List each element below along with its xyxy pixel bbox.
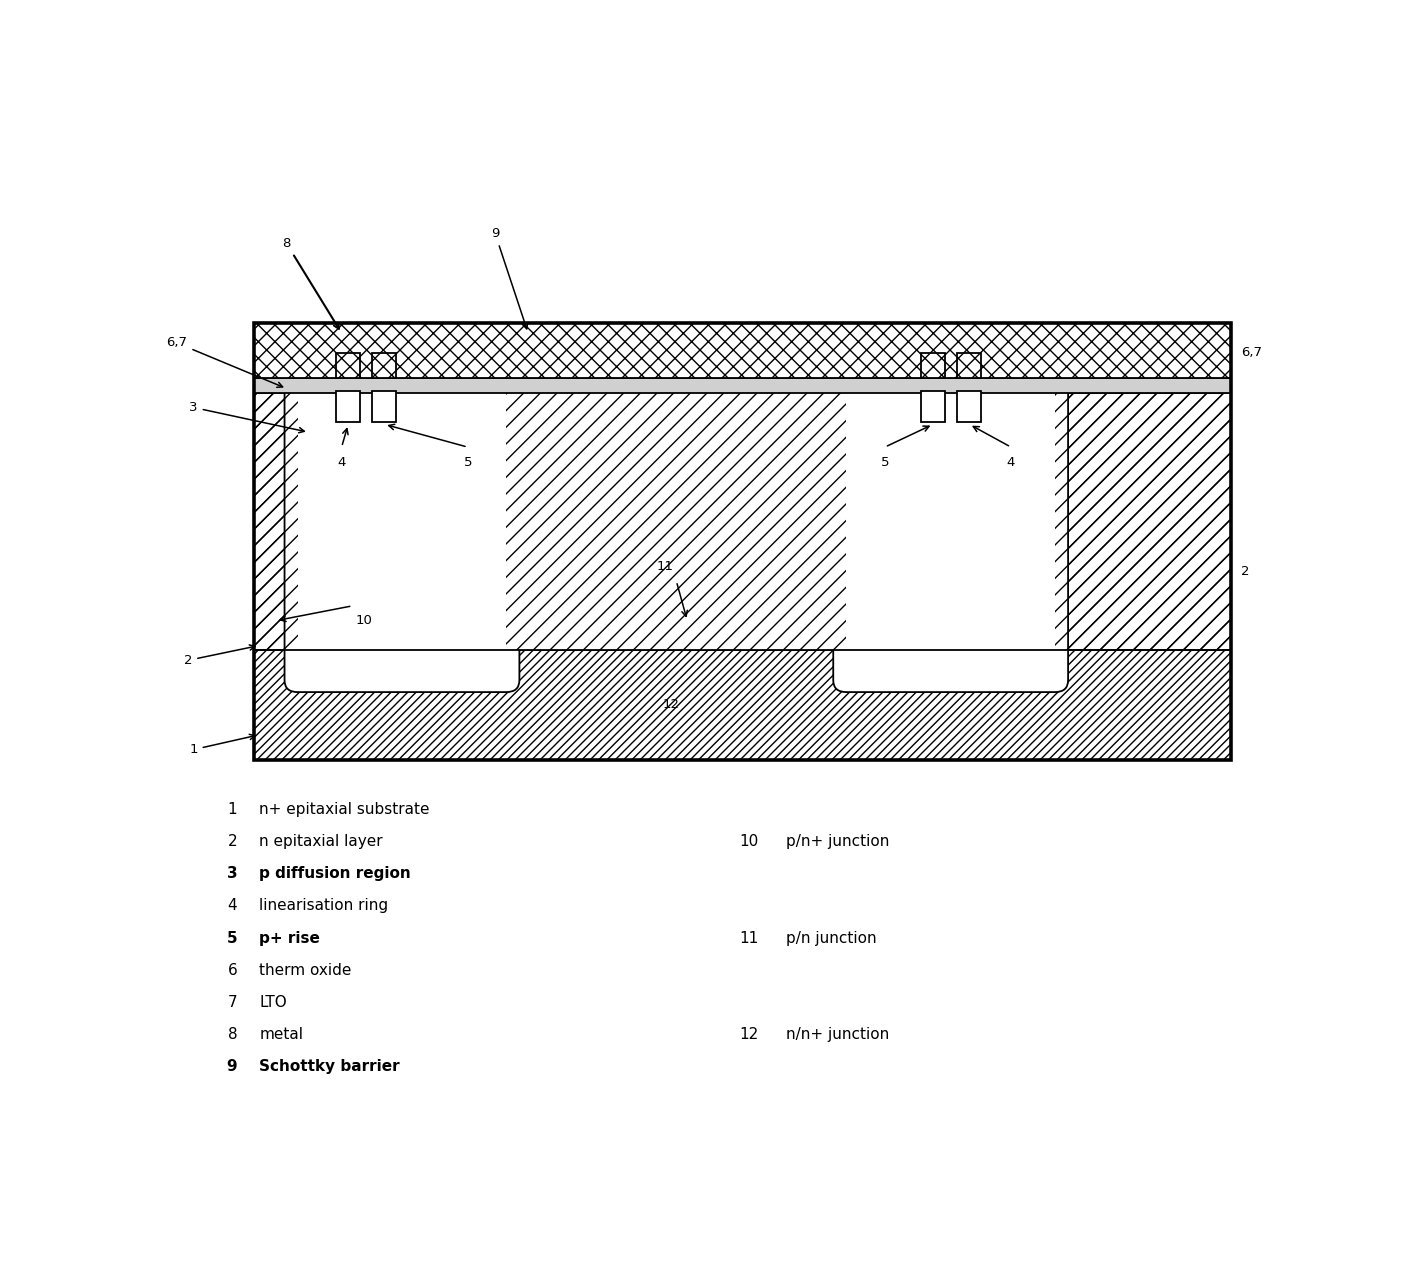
Text: p/n junction: p/n junction — [786, 930, 877, 945]
Text: 4: 4 — [1007, 456, 1015, 469]
Text: 1: 1 — [228, 801, 238, 817]
Text: 11: 11 — [739, 930, 759, 945]
Text: 6,7: 6,7 — [1242, 346, 1263, 359]
Text: metal: metal — [259, 1028, 303, 1042]
Text: 6: 6 — [228, 963, 238, 978]
Text: 6,7: 6,7 — [167, 336, 283, 388]
Text: 9: 9 — [491, 228, 528, 328]
Bar — [372, 353, 396, 377]
Text: therm oxide: therm oxide — [259, 963, 351, 978]
Bar — [507, 393, 847, 650]
Bar — [507, 393, 847, 650]
Text: 11: 11 — [657, 560, 674, 573]
Text: 8: 8 — [283, 237, 338, 328]
Text: 10: 10 — [739, 833, 759, 849]
Text: 1: 1 — [190, 734, 255, 756]
Text: 2: 2 — [1242, 564, 1250, 577]
Text: 5: 5 — [881, 456, 889, 469]
Bar — [1055, 393, 1231, 650]
Bar — [336, 353, 360, 377]
Bar — [920, 390, 946, 422]
Bar — [957, 390, 981, 422]
Text: 4: 4 — [337, 456, 346, 469]
Text: 9: 9 — [227, 1060, 238, 1074]
Bar — [253, 377, 1231, 393]
Bar — [253, 650, 1231, 760]
Bar — [920, 353, 946, 377]
Bar — [372, 390, 396, 422]
Bar — [253, 323, 1231, 377]
Bar — [253, 323, 1231, 760]
Text: 3: 3 — [227, 866, 238, 881]
Bar — [253, 393, 1231, 650]
Text: 4: 4 — [228, 898, 238, 913]
FancyBboxPatch shape — [833, 381, 1068, 692]
Text: 7: 7 — [228, 996, 238, 1010]
Text: linearisation ring: linearisation ring — [259, 898, 388, 913]
Text: 5: 5 — [463, 456, 472, 469]
Bar — [336, 353, 360, 377]
Bar — [253, 323, 1231, 377]
Text: 3: 3 — [190, 401, 304, 433]
Bar — [253, 393, 1231, 650]
Text: 12: 12 — [739, 1028, 759, 1042]
Text: 2: 2 — [228, 833, 238, 849]
FancyBboxPatch shape — [285, 381, 520, 692]
Bar — [920, 353, 946, 377]
Text: 8: 8 — [228, 1028, 238, 1042]
Text: n+ epitaxial substrate: n+ epitaxial substrate — [259, 801, 430, 817]
Text: p+ rise: p+ rise — [259, 930, 320, 945]
Bar — [957, 353, 981, 377]
Text: 5: 5 — [227, 930, 238, 945]
Bar — [253, 650, 1231, 760]
Text: 2: 2 — [184, 645, 255, 667]
Text: n/n+ junction: n/n+ junction — [786, 1028, 889, 1042]
Bar — [336, 390, 360, 422]
Text: 12: 12 — [663, 698, 680, 711]
Text: LTO: LTO — [259, 996, 287, 1010]
Bar — [957, 353, 981, 377]
Text: n epitaxial layer: n epitaxial layer — [259, 833, 382, 849]
Bar — [372, 353, 396, 377]
Text: 10: 10 — [355, 614, 372, 627]
Text: p diffusion region: p diffusion region — [259, 866, 411, 881]
Text: Schottky barrier: Schottky barrier — [259, 1060, 399, 1074]
Bar — [253, 393, 297, 650]
Text: p/n+ junction: p/n+ junction — [786, 833, 889, 849]
